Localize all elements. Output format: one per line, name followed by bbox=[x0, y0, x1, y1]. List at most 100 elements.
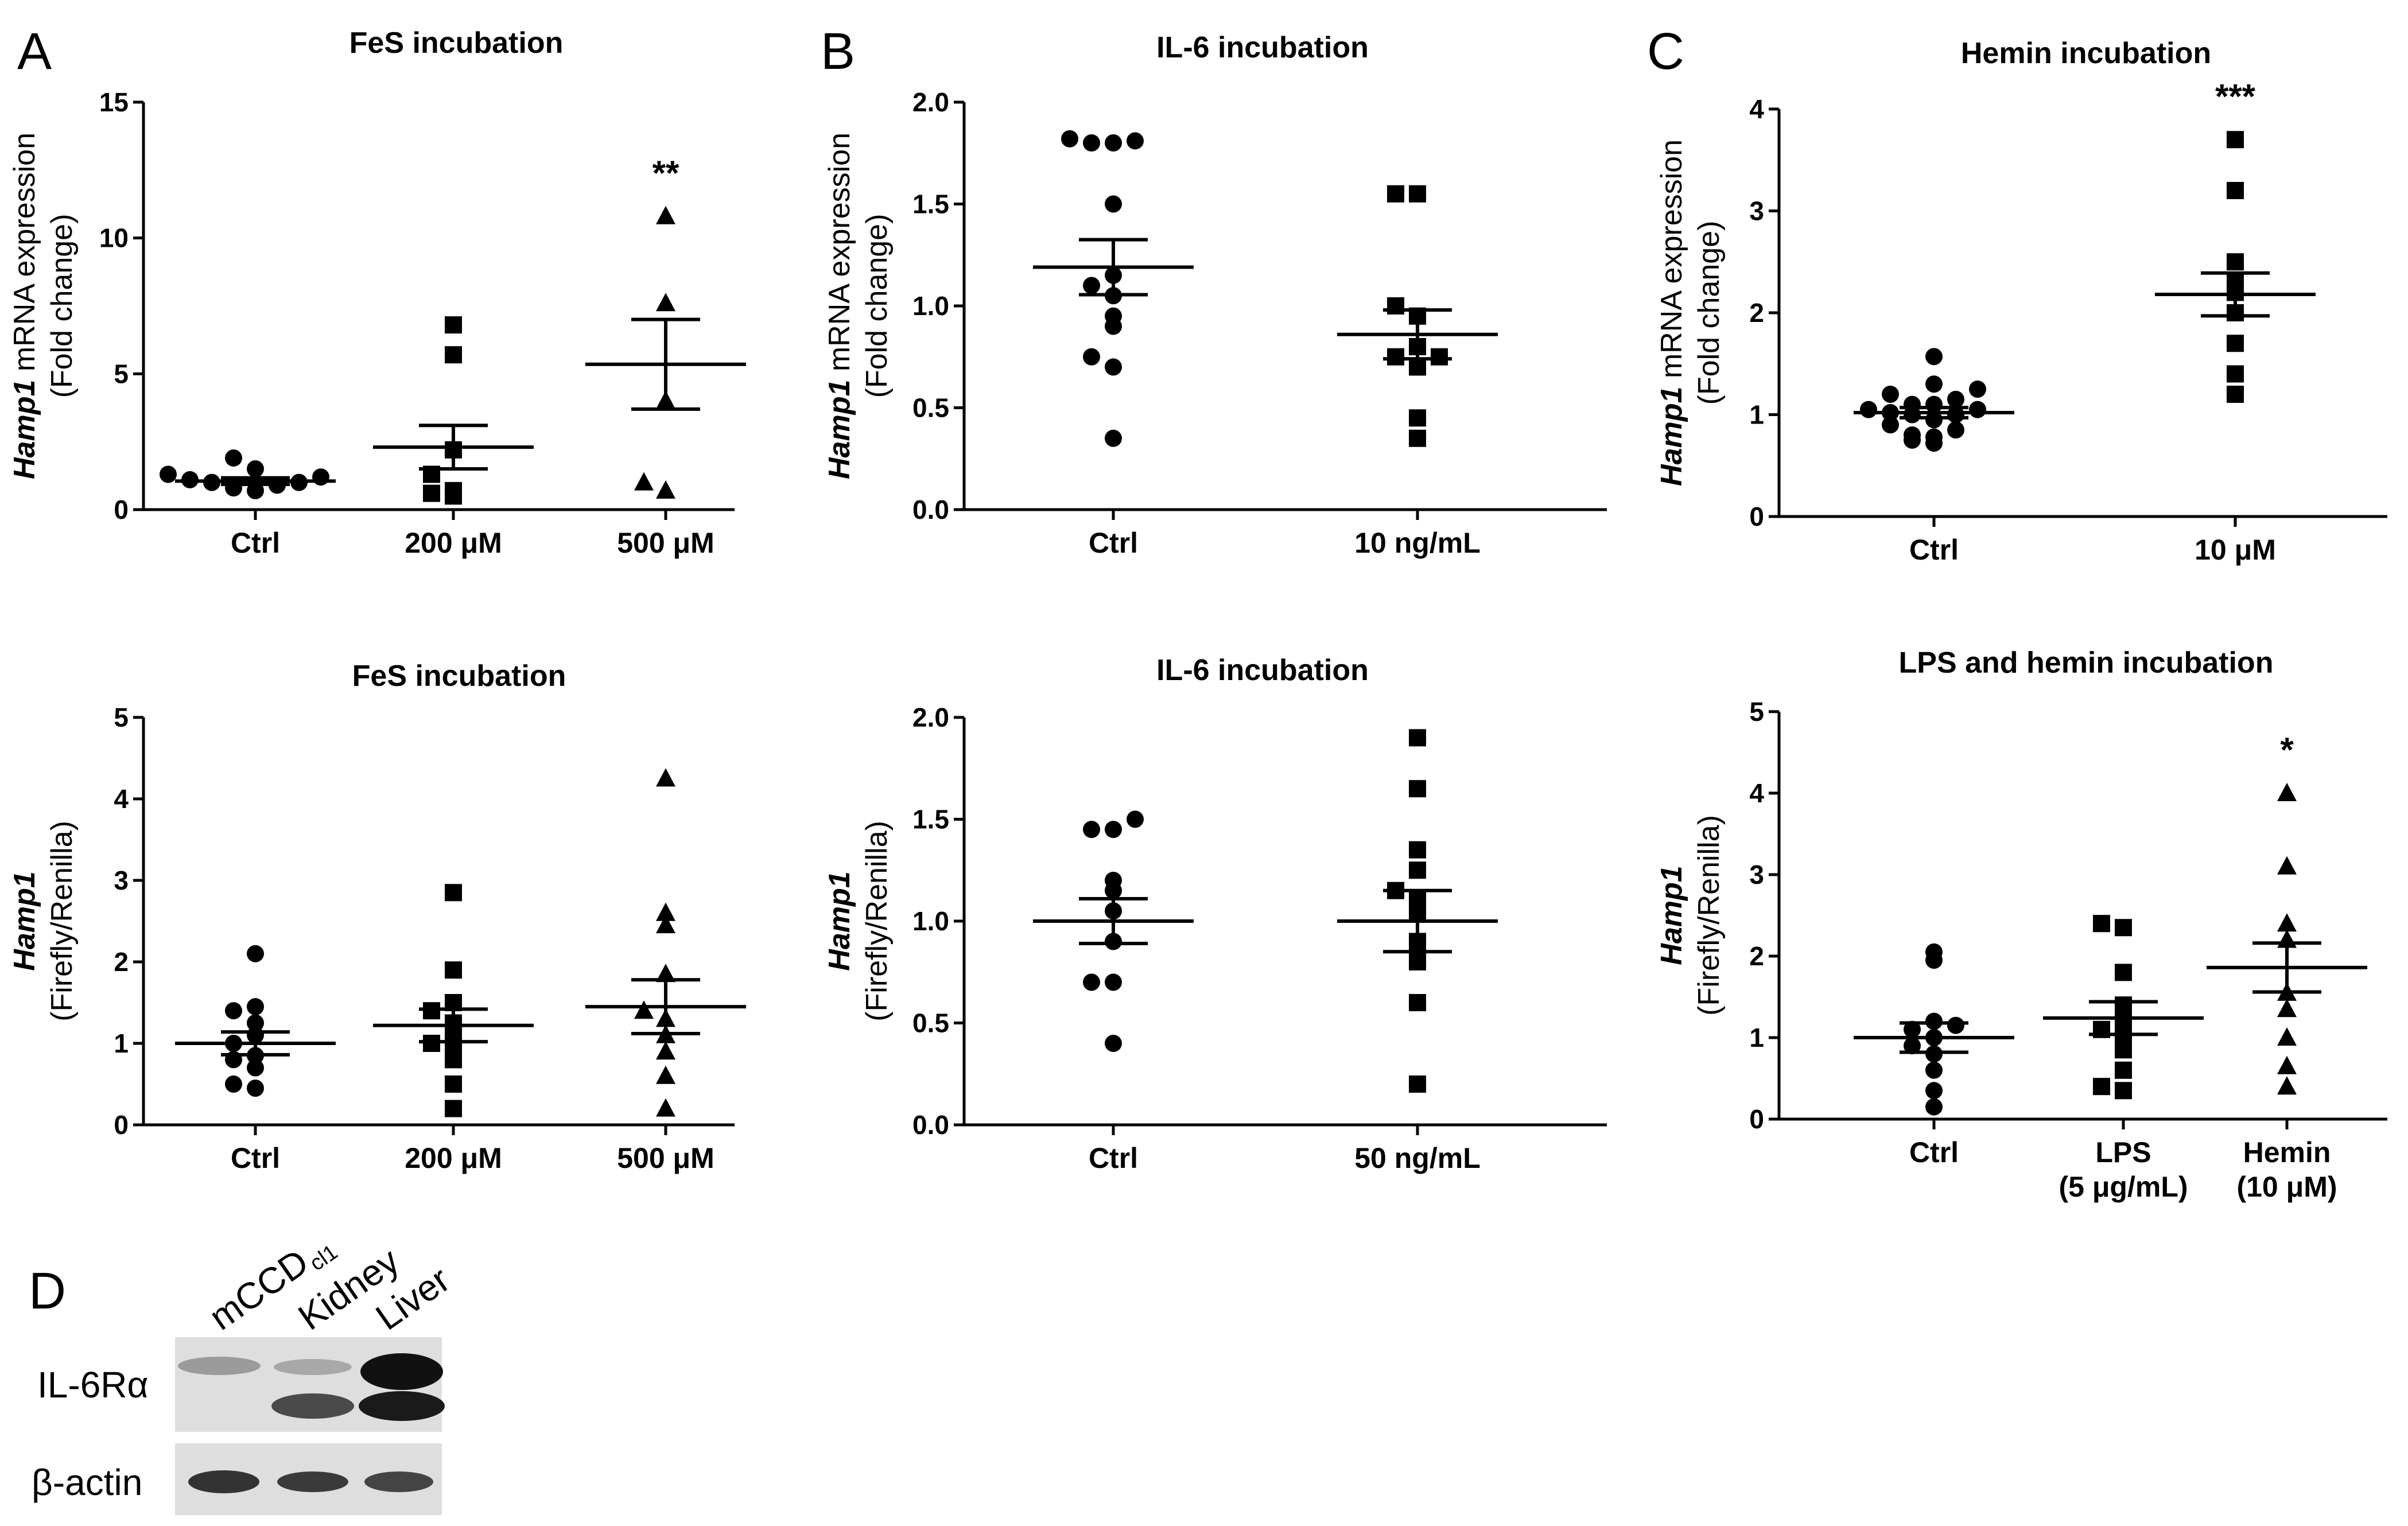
data-point-circle bbox=[247, 998, 264, 1016]
y-tick-label: 1.5 bbox=[912, 189, 949, 219]
data-point-square bbox=[2227, 386, 2244, 403]
chart-C1: Hemin incubation 0 1 2 3 4 Ctrl 10 μM Hamp1 mRNA… bbox=[1655, 37, 2387, 566]
data-point-circle bbox=[1925, 428, 1943, 446]
y-tick-label: 0 bbox=[114, 495, 129, 525]
y-tick-label: 5 bbox=[1749, 697, 1764, 727]
data-point-square bbox=[445, 482, 462, 499]
y-tick-label: 15 bbox=[99, 87, 129, 117]
data-point-triangle bbox=[634, 472, 654, 491]
y-tick-label: 1.0 bbox=[912, 906, 949, 936]
data-point-circle bbox=[1882, 386, 1899, 403]
chart-title: LPS and hemin incubation bbox=[1899, 646, 2274, 679]
y-tick-label: 2 bbox=[1749, 941, 1764, 971]
x-category-label: Ctrl bbox=[1089, 1142, 1138, 1174]
y-tick-label: 2.0 bbox=[912, 87, 949, 117]
y-axis-title-line2: (Fold change) bbox=[45, 214, 79, 398]
data-point-circle bbox=[1925, 375, 1943, 393]
data-point-square bbox=[1409, 185, 1426, 203]
data-point-square bbox=[445, 961, 462, 979]
data-point-circle bbox=[1105, 195, 1122, 213]
data-point-triangle bbox=[2277, 856, 2297, 875]
data-point-circle bbox=[1105, 429, 1122, 447]
data-point-circle bbox=[1105, 307, 1122, 325]
x-category-sublabel: (10 μM) bbox=[2236, 1171, 2337, 1203]
chart-B2: IL-6 incubation 0.0 0.5 1.0 1.5 2.0 Ctrl 50 ng/… bbox=[823, 654, 1607, 1174]
y-axis-title-italic: Hamp1 bbox=[823, 380, 856, 479]
data-point-square bbox=[445, 1075, 462, 1093]
y-tick-label: 1 bbox=[1749, 1023, 1764, 1053]
data-point-circle bbox=[1083, 821, 1100, 838]
y-tick-label: 3 bbox=[114, 865, 129, 895]
y-axis-title: Hamp1 mRNA expression bbox=[823, 133, 856, 479]
x-category-label: 10 μM bbox=[2195, 534, 2276, 566]
chart-title: FeS incubation bbox=[349, 26, 564, 60]
data-point-square bbox=[2115, 919, 2132, 937]
y-axis-title-line2: (Firefly/Renilla) bbox=[860, 821, 894, 1022]
data-point-circle bbox=[1105, 134, 1122, 152]
data-point-square bbox=[1409, 841, 1426, 859]
y-tick-label: 4 bbox=[1749, 94, 1764, 124]
x-category-label: 500 μM bbox=[617, 1142, 714, 1174]
x-category-label: LPS bbox=[2095, 1136, 2151, 1168]
data-point-circle bbox=[1105, 1035, 1122, 1052]
data-point-circle bbox=[1105, 973, 1122, 991]
data-point-square bbox=[2227, 182, 2244, 199]
data-point-circle bbox=[1127, 810, 1144, 828]
data-point-circle bbox=[225, 1075, 242, 1093]
data-point-triangle bbox=[656, 1065, 675, 1084]
chart-title: IL-6 incubation bbox=[1156, 654, 1369, 687]
y-tick-label: 1.0 bbox=[912, 291, 949, 321]
x-category-label: 200 μM bbox=[405, 1142, 502, 1174]
y-tick-label: 0.0 bbox=[912, 495, 949, 525]
data-point-triangle bbox=[656, 205, 675, 224]
data-point-circle bbox=[1083, 277, 1100, 294]
data-point-circle bbox=[1947, 421, 1964, 439]
y-axis-title-rest: mRNA expression bbox=[1655, 139, 1688, 387]
y-tick-label: 2 bbox=[114, 947, 129, 977]
x-category-label: 50 ng/mL bbox=[1354, 1142, 1480, 1174]
data-point-triangle bbox=[2277, 1027, 2297, 1046]
data-point-circle bbox=[1969, 380, 1986, 398]
data-point-triangle bbox=[2277, 913, 2297, 932]
panel-letter-a: A bbox=[17, 23, 52, 80]
y-tick-label: 0 bbox=[114, 1110, 129, 1140]
data-point-circle bbox=[1904, 426, 1921, 444]
data-point-circle bbox=[1061, 130, 1078, 147]
y-axis-title: Hamp1 bbox=[1655, 865, 1688, 965]
data-point-square bbox=[2115, 964, 2132, 981]
y-axis-title-italic: Hamp1 bbox=[823, 871, 856, 970]
data-point-circle bbox=[247, 945, 264, 962]
data-point-circle bbox=[1083, 348, 1100, 366]
data-point-triangle bbox=[656, 480, 675, 499]
data-point-square bbox=[445, 316, 462, 334]
data-point-circle bbox=[247, 1014, 264, 1032]
data-point-circle bbox=[312, 468, 329, 486]
data-point-square bbox=[1431, 348, 1448, 366]
data-point-circle bbox=[1947, 390, 1964, 408]
y-axis-title-italic: Hamp1 bbox=[1655, 865, 1688, 965]
data-point-circle bbox=[1925, 943, 1943, 961]
y-axis-title: Hamp1 mRNA expression bbox=[1655, 139, 1688, 486]
data-point-circle bbox=[1904, 395, 1921, 413]
y-axis-title-italic: Hamp1 bbox=[8, 380, 41, 479]
data-point-circle bbox=[1925, 411, 1943, 429]
data-point-circle bbox=[1083, 973, 1100, 991]
y-axis-title: Hamp1 bbox=[823, 871, 856, 970]
panel-letter-b: B bbox=[821, 23, 855, 80]
panel-letter-c: C bbox=[1647, 23, 1684, 80]
data-point-square bbox=[2093, 915, 2110, 933]
y-tick-label: 0.0 bbox=[912, 1110, 949, 1140]
data-point-circle bbox=[1083, 134, 1100, 152]
y-tick-label: 5 bbox=[114, 359, 129, 389]
x-category-label: 200 μM bbox=[405, 527, 502, 559]
data-point-square bbox=[1409, 729, 1426, 747]
data-point-square bbox=[2227, 365, 2244, 383]
data-point-triangle bbox=[656, 1041, 675, 1060]
data-point-circle bbox=[247, 460, 264, 477]
data-point-square bbox=[1409, 953, 1426, 970]
data-point-circle bbox=[1947, 1016, 1964, 1034]
y-axis-title-rest: mRNA expression bbox=[8, 133, 41, 380]
y-tick-label: 1 bbox=[1749, 400, 1764, 430]
